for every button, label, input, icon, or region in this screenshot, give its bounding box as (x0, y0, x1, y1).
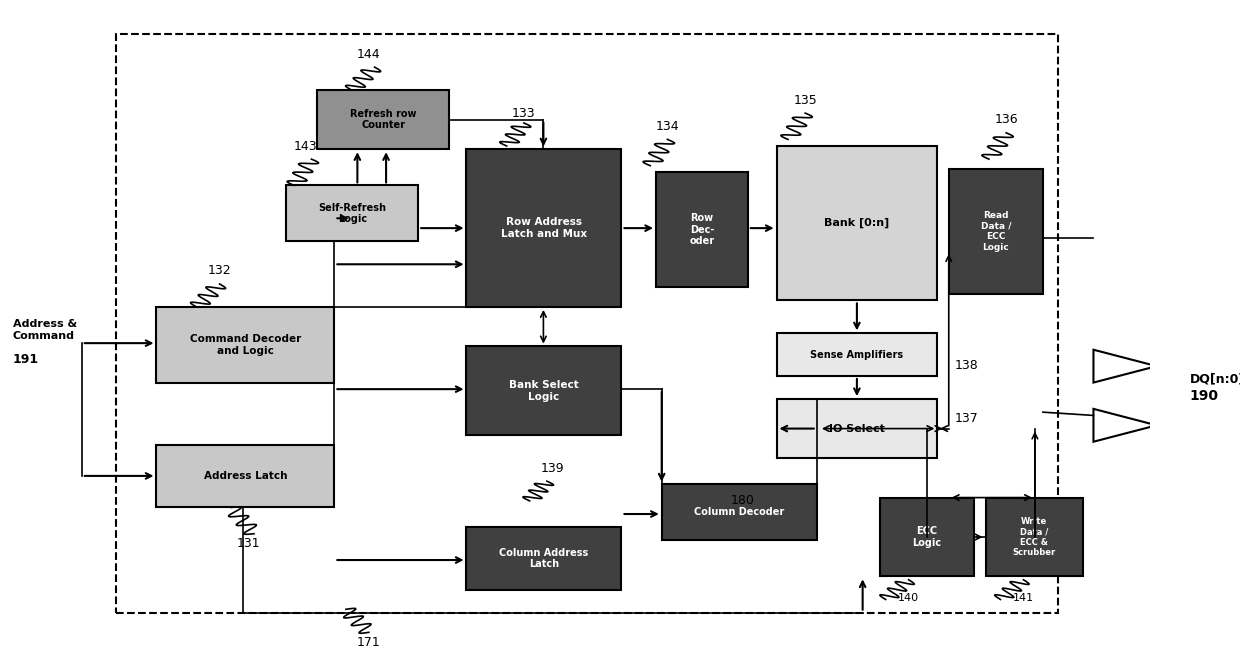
Text: Address &
Command: Address & Command (12, 319, 77, 341)
Text: 140: 140 (898, 593, 919, 603)
Text: 191: 191 (12, 353, 38, 366)
Text: 136: 136 (994, 114, 1018, 126)
FancyBboxPatch shape (1157, 350, 1177, 442)
Text: 138: 138 (955, 360, 978, 372)
FancyBboxPatch shape (776, 399, 937, 458)
Text: Write
Data /
ECC &
Scrubber: Write Data / ECC & Scrubber (1013, 517, 1056, 557)
FancyBboxPatch shape (949, 169, 1043, 294)
FancyBboxPatch shape (776, 333, 937, 376)
Text: 144: 144 (357, 48, 381, 61)
Polygon shape (1094, 350, 1157, 383)
Text: 139: 139 (541, 461, 564, 475)
Text: Self-Refresh
Logic: Self-Refresh Logic (319, 203, 386, 224)
FancyBboxPatch shape (656, 172, 748, 287)
Text: 134: 134 (656, 120, 680, 133)
Text: 180: 180 (730, 494, 754, 507)
Text: DQ[n:0]: DQ[n:0] (1190, 373, 1240, 386)
Text: Refresh row
Counter: Refresh row Counter (350, 109, 417, 131)
Text: 135: 135 (794, 94, 817, 106)
Text: 143: 143 (294, 139, 317, 152)
Text: 132: 132 (208, 265, 232, 277)
Text: 131: 131 (237, 537, 260, 550)
FancyBboxPatch shape (156, 307, 335, 383)
FancyBboxPatch shape (286, 185, 418, 242)
FancyBboxPatch shape (986, 498, 1083, 576)
FancyBboxPatch shape (317, 90, 449, 149)
Polygon shape (1094, 409, 1157, 442)
FancyBboxPatch shape (156, 445, 335, 508)
FancyBboxPatch shape (880, 498, 975, 576)
FancyBboxPatch shape (466, 346, 621, 435)
Text: Bank [0:n]: Bank [0:n] (825, 218, 889, 228)
FancyBboxPatch shape (466, 527, 621, 589)
Text: Column Address
Latch: Column Address Latch (500, 548, 589, 569)
Text: ECC
Logic: ECC Logic (913, 526, 941, 548)
FancyBboxPatch shape (776, 146, 937, 300)
Text: Column Decoder: Column Decoder (694, 508, 785, 517)
Text: Sense Amplifiers: Sense Amplifiers (810, 350, 904, 360)
Text: Read
Data /
ECC
Logic: Read Data / ECC Logic (981, 211, 1011, 251)
Text: 133: 133 (512, 107, 536, 119)
Text: Bank Select
Logic: Bank Select Logic (510, 380, 579, 401)
Text: IO Select: IO Select (830, 424, 885, 434)
Text: Command Decoder
and Logic: Command Decoder and Logic (190, 334, 301, 356)
FancyBboxPatch shape (466, 149, 621, 307)
Text: Address Latch: Address Latch (203, 471, 288, 481)
Text: 137: 137 (955, 412, 978, 425)
Text: Row
Dec-
oder: Row Dec- oder (689, 213, 714, 246)
Text: 190: 190 (1190, 389, 1219, 403)
Text: 141: 141 (1013, 593, 1034, 603)
FancyBboxPatch shape (662, 484, 817, 541)
Text: 171: 171 (357, 636, 381, 649)
Text: Row Address
Latch and Mux: Row Address Latch and Mux (501, 217, 587, 239)
